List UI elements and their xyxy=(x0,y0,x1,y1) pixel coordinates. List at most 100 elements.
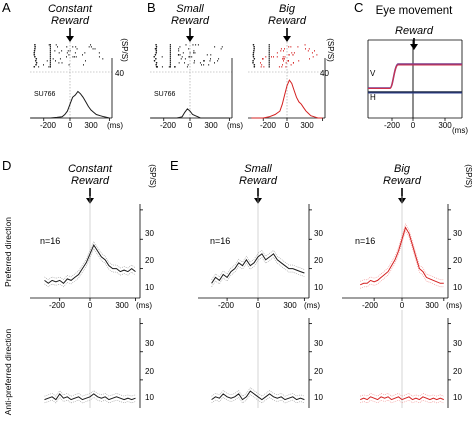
raster-start-dot xyxy=(155,62,158,64)
raster-start-dot xyxy=(35,62,38,64)
panel-d-ytick-bot-3: 10 xyxy=(145,393,154,402)
panel-e-xunit: (ms) xyxy=(304,301,320,310)
eye-trace-h-label: H xyxy=(370,93,376,102)
panel-a-yunit: (SP/S) xyxy=(120,38,129,62)
eye-movement-title: Eye movement xyxy=(376,5,454,17)
panel-e-title-line1: Small xyxy=(244,163,272,175)
panel-e-ytick-bot-2: 20 xyxy=(314,367,323,376)
raster-start-dot xyxy=(155,64,157,66)
panel-b-cell-id: SU766 xyxy=(154,91,176,98)
panel-e-ytick-top-1: 30 xyxy=(314,229,323,238)
raster-start-dot xyxy=(155,46,158,48)
raster-start-dot xyxy=(253,46,255,48)
panel-bigb-ytick-top-2: 20 xyxy=(453,256,462,265)
raster-start-dot xyxy=(155,44,157,46)
panel-e-ytick-bot-3: 10 xyxy=(314,393,323,402)
raster-start-dot xyxy=(33,52,36,54)
panel-b-top: B Small Reward SU766 -200 0 300 (ms) xyxy=(147,0,243,130)
panel-e-xtick-1: -200 xyxy=(218,301,235,310)
panel-bigb-xtick-1: -200 xyxy=(362,301,379,310)
panel-bigb-xtick-3: 300 xyxy=(425,301,439,310)
eye-reward-marker-label: Reward xyxy=(395,25,434,37)
panel-a-xtick-1: -200 xyxy=(40,121,57,130)
sem-upper-line xyxy=(44,240,136,281)
raster-start-dot xyxy=(253,48,255,50)
sem-lower-line xyxy=(360,230,444,289)
raster-start-dot xyxy=(155,50,158,52)
raster-start-dot xyxy=(155,52,158,54)
panel-bigb-ytick-top-3: 10 xyxy=(453,283,462,292)
panel-bigb-ytick-bot-2: 20 xyxy=(453,367,462,376)
mean-firing-line xyxy=(360,226,444,286)
panel-bigb-yunit: (SP/S) xyxy=(464,164,473,188)
raster-start-dot xyxy=(252,54,255,56)
plot-graphics xyxy=(30,28,463,408)
raster-start-dot xyxy=(253,64,256,66)
panel-bigb-title-line2: Reward xyxy=(383,175,422,187)
panel-d-n-label: n=16 xyxy=(40,236,60,246)
reward-arrow-head-3 xyxy=(410,44,418,50)
raster-start-dot xyxy=(252,52,255,54)
sem-upper-line xyxy=(211,249,305,280)
panel-d-ytick-top-1: 30 xyxy=(145,229,154,238)
panel-bigb-xtick-2: 0 xyxy=(400,301,405,310)
mean-firing-line xyxy=(44,393,136,401)
panel-bigb-title-line1: Big xyxy=(394,163,411,175)
eye-trace-v-label: V xyxy=(370,69,376,78)
raster-start-dot xyxy=(252,62,254,64)
panel-e-xtick-2: 0 xyxy=(256,301,261,310)
raster-start-dot xyxy=(155,66,158,68)
raster-start-dot xyxy=(252,56,255,58)
panel-e-ytick-bot-1: 30 xyxy=(314,339,323,348)
panel-bigb-xunit: (ms) xyxy=(446,301,462,310)
raster-start-dot xyxy=(34,46,36,48)
raster-start-dot xyxy=(153,60,156,62)
panel-letter-c: C xyxy=(354,0,363,15)
mean-firing-line xyxy=(211,253,305,284)
raster-start-dot xyxy=(33,50,36,52)
panel-a-cell-id: SU766 xyxy=(34,91,56,98)
psth-line xyxy=(30,90,110,119)
raster-start-dot xyxy=(253,50,255,52)
raster-start-dot xyxy=(153,56,156,58)
row-label-preferred: Preferred direction xyxy=(3,217,13,287)
eye-xtick-1: -200 xyxy=(384,121,401,130)
panel-bigb-n-label: n=16 xyxy=(355,236,375,246)
panel-big-top: Big Reward -200 0 300 40 (SP/S) xyxy=(260,3,335,130)
panel-c-eye-movement: C Eye movement Reward V H -200 0 300 (ms… xyxy=(354,0,468,135)
panel-d-title-line2: Reward xyxy=(71,175,110,187)
panel-letter-b: B xyxy=(147,0,156,15)
sem-lower-line xyxy=(211,394,305,404)
panel-bigb-ytick-top-1: 30 xyxy=(453,229,462,238)
raster-start-dot xyxy=(34,60,37,62)
mean-firing-line xyxy=(360,396,444,401)
raster-start-dot xyxy=(155,58,157,60)
panel-bigb-ytick-bot-3: 10 xyxy=(453,393,462,402)
panel-d-ytick-top-3: 10 xyxy=(145,283,154,292)
eye-xtick-3: 300 xyxy=(438,121,452,130)
panel-big-title-line2: Reward xyxy=(268,15,307,27)
panel-a-xtick-2: 0 xyxy=(68,121,73,130)
raster-start-dot xyxy=(34,44,36,46)
panel-e: E Small Reward n=16 30 20 10 -200 0 300 … xyxy=(170,158,323,402)
raster-start-dot xyxy=(33,54,36,56)
panel-big-xtick-2: 0 xyxy=(285,121,290,130)
raster-start-dot xyxy=(253,58,256,60)
reward-arrow-head-0 xyxy=(66,36,74,42)
panel-e-title-line2: Reward xyxy=(239,175,278,187)
panel-e-xtick-3: 300 xyxy=(283,301,297,310)
panel-e-n-label: n=16 xyxy=(210,236,230,246)
reward-arrow-head-1 xyxy=(186,36,194,42)
panel-big-yunit: (SP/S) xyxy=(326,38,335,62)
panel-letter-d: D xyxy=(2,158,11,173)
psth-line xyxy=(251,79,323,119)
panel-d: D Constant Reward n=16 30 20 10 (SP/S) -… xyxy=(2,158,157,402)
panel-d-xtick-2: 0 xyxy=(88,301,93,310)
eye-trace-v-small xyxy=(368,63,462,89)
panel-b-xunit: (ms) xyxy=(227,121,243,130)
panel-b-title-line1: Small xyxy=(176,3,204,15)
row-label-anti-preferred: Anti-preferred direction xyxy=(3,329,13,416)
panel-e-ytick-top-2: 20 xyxy=(314,256,323,265)
sem-lower-line xyxy=(211,257,305,287)
